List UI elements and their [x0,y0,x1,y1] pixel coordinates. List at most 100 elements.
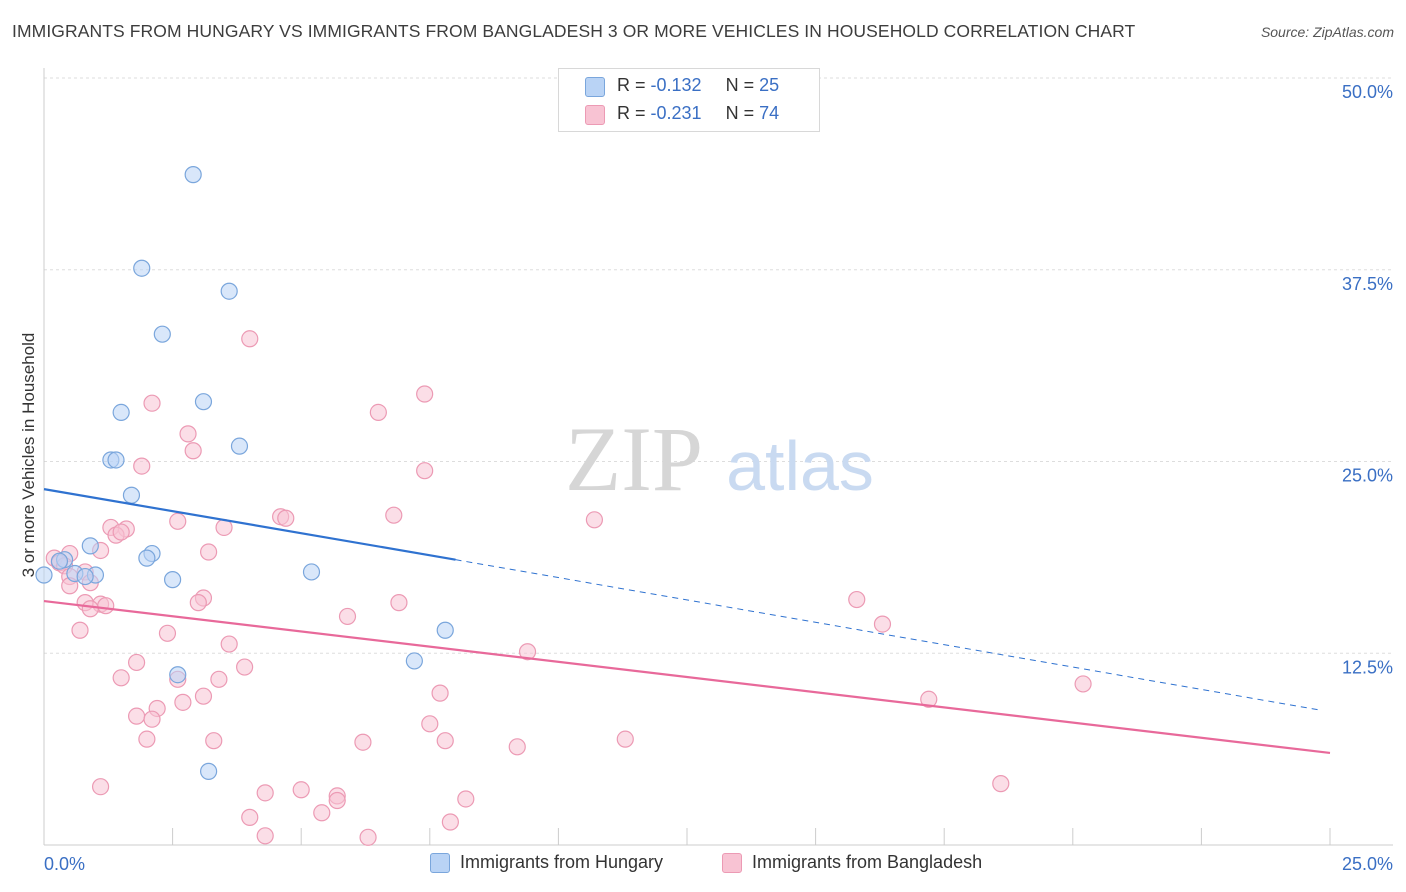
bangladesh-point-6 [133,457,151,475]
trend-line-hungary-extension [455,559,1320,711]
bangladesh-point-43 [236,658,254,676]
hungary-point-1 [133,259,151,277]
bangladesh-point-44 [112,669,130,687]
bangladesh-point-38 [71,621,89,639]
bangladesh-point-10 [385,506,403,524]
legend-r-label: R = [617,75,651,95]
legend-row-hungary: R = -0.132 N = 25 [617,75,779,96]
bangladesh-point-67 [992,775,1010,793]
bangladesh-point-55 [421,715,439,733]
hungary-point-14 [138,549,156,567]
bangladesh-point-2 [143,394,161,412]
legend-r-value: -0.132 [650,75,702,95]
hungary-point-5 [112,403,130,422]
bangladesh-point-70 [241,808,259,826]
bangladesh-point-69 [313,804,331,822]
correlation-legend: R = -0.132 N = 25 R = -0.231 N = 74 [558,68,820,132]
bangladesh-point-63 [256,784,274,802]
x-tick-label-max: 25.0% [1342,854,1393,874]
bangladesh-point-42 [127,653,146,672]
bangladesh-point-0 [241,330,259,348]
y-tick-label-3: 50.0% [1342,82,1393,102]
bangladesh-point-60 [354,733,372,751]
bangladesh-point-48 [1074,675,1092,693]
bottom-legend-bangladesh: Immigrants from Bangladesh [752,852,983,872]
hungary-point-22 [169,666,187,684]
bottom-legend-swatch-hungary [430,853,450,873]
hungary-point-18 [164,571,182,589]
bangladesh-point-68 [457,790,475,808]
bangladesh-point-30 [390,594,408,612]
bangladesh-point-53 [127,707,146,725]
bangladesh-point-31 [848,590,866,609]
bangladesh-point-62 [91,778,110,796]
bangladesh-point-57 [205,732,223,750]
trend-lines [43,488,1331,755]
hungary-point-20 [436,621,454,639]
trend-line-hungary [43,488,456,561]
hungary-point-24 [35,566,53,584]
bottom-legend-hungary: Immigrants from Hungary [460,852,664,872]
bangladesh-point-41 [518,643,537,661]
bangladesh-point-3 [369,403,387,422]
legend-n-value: 74 [759,103,780,123]
bangladesh-point-59 [616,730,634,748]
bangladesh-point-71 [441,813,459,831]
bangladesh-point-51 [920,690,938,708]
hungary-point-3 [153,325,171,343]
hungary-point-2 [220,282,238,300]
hungary-point-4 [194,393,213,411]
bangladesh-point-73 [359,828,377,846]
legend-n-label: N = [725,103,760,123]
bangladesh-point-72 [256,827,274,845]
watermark-atlas: atlas [726,427,874,505]
legend-n-value: 25 [759,75,780,95]
bangladesh-point-64 [292,781,310,799]
bangladesh-point-9 [277,509,295,527]
bangladesh-point-18 [200,543,218,561]
bangladesh-point-36 [338,607,357,626]
bangladesh-point-17 [112,523,130,541]
bangladesh-point-61 [508,738,526,756]
y-tick-label-2: 37.5% [1342,274,1393,294]
source-credit: Source: ZipAtlas.com [1260,24,1394,40]
hungary-point-6 [230,437,249,455]
hungary-point-19 [302,563,321,581]
hungary-point-23 [200,762,218,780]
axes [43,68,1393,846]
hungary-point-10 [81,537,99,555]
bangladesh-point-1 [416,385,434,403]
x-tick-label-min: 0.0% [44,854,85,874]
bangladesh-point-56 [138,730,156,748]
bangladesh-point-7 [416,462,434,480]
bangladesh-point-66 [328,791,346,810]
legend-swatch-hungary [585,77,605,97]
bangladesh-point-33 [97,597,115,615]
legend-swatch-bangladesh [585,105,605,125]
bangladesh-point-54 [143,710,161,728]
bangladesh-point-12 [169,512,187,530]
hungary-point-0 [184,166,202,184]
hungary-point-9 [122,486,141,504]
y-tick-label-1: 25.0% [1342,466,1393,486]
bangladesh-point-35 [81,600,99,618]
bangladesh-point-29 [189,594,207,612]
bangladesh-point-40 [220,635,238,653]
hungary-point-13 [50,552,69,570]
series-hungary-points [35,166,454,780]
watermark-zip: ZIP [565,408,703,510]
bangladesh-point-49 [194,687,213,705]
hungary-point-17 [76,567,94,586]
grid-lines [44,77,1393,654]
hungary-point-8 [107,451,125,469]
trend-line-bangladesh [43,600,1331,755]
hungary-point-21 [405,652,423,670]
y-axis-label: 3 or more Vehicles in Household [19,333,38,578]
bangladesh-point-46 [210,670,228,688]
y-tick-labels: 12.5% 25.0% 37.5% 50.0% [1342,82,1393,677]
legend-row-bangladesh: R = -0.231 N = 74 [617,103,779,124]
bangladesh-point-4 [179,425,197,443]
bangladesh-point-47 [431,684,449,702]
y-tick-label-0: 12.5% [1342,657,1393,677]
bangladesh-point-58 [436,732,454,750]
